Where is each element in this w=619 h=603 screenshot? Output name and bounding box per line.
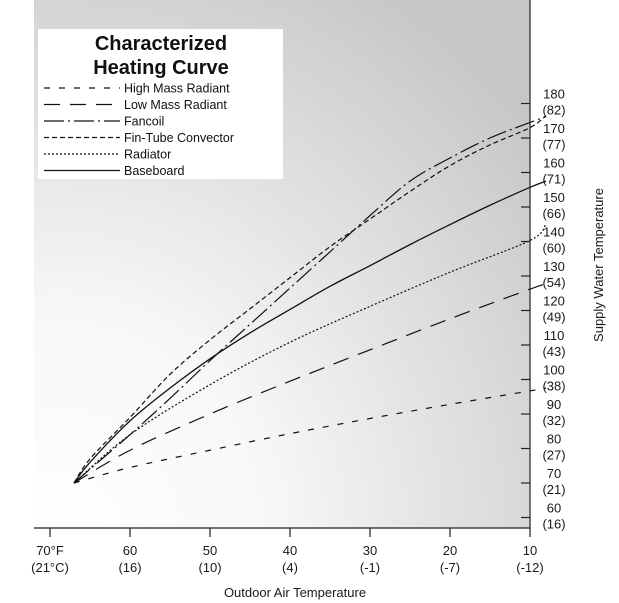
legend-label-baseboard: Baseboard [124,164,185,178]
x-tick-label-f: 60 [123,543,137,558]
y-tick-label-f: 170 [543,121,565,136]
x-tick-label-c: (21°C) [31,560,69,575]
y-tick-label-f: 140 [543,225,565,240]
y-tick-label-c: (38) [542,379,565,394]
y-tick-label-f: 160 [543,156,565,171]
y-tick-label-f: 80 [547,432,561,447]
y-tick-label-c: (82) [542,103,565,118]
legend-title-line-2: Heating Curve [93,57,229,79]
y-tick-label-f: 130 [543,259,565,274]
y-tick-label-c: (71) [542,172,565,187]
legend-label-low-mass-radiant: Low Mass Radiant [124,98,227,112]
x-axis-ticks: 70°F (21°C) 60 (16) 50 (10) 40 (4) 30 (-1) 20 (-7) 1… [31,528,544,575]
y-tick-label-f: 110 [544,328,565,343]
series-line-baseboard [73,180,547,484]
x-tick-label-f: 30 [363,543,377,558]
legend-label-radiator: Radiator [124,148,171,162]
y-tick-label-c: (54) [542,275,565,290]
series-line-fin-tube-convector [73,115,547,484]
series-lines [73,115,547,484]
x-tick-label-c: (-1) [360,560,380,575]
y-tick-label-f: 180 [543,87,565,102]
series-line-high-mass-radiant [73,387,547,484]
x-tick-label-c: (16) [118,560,141,575]
legend-label-high-mass-radiant: High Mass Radiant [124,82,230,96]
x-tick-label-c: (4) [282,560,298,575]
y-tick-label-f: 60 [547,501,561,516]
legend: Characterized Heating Curve High Mass Ra… [38,29,283,179]
x-tick-label-f: 10 [523,543,537,558]
x-axis-label: Outdoor Air Temperature [224,585,366,600]
series-line-fancoil [73,116,547,484]
y-tick-label-c: (49) [542,310,565,325]
y-axis-label: Supply Water Temperature [591,188,606,342]
x-tick-label-f: 20 [443,543,457,558]
y-tick-label-c: (66) [542,206,565,221]
y-axis-ticks: 60(16) 70(21) 80(27) 90(32) 100(38) 110(43) 12… [521,87,566,532]
legend-label-fancoil: Fancoil [124,115,164,129]
legend-title-line-1: Characterized [95,33,227,55]
y-tick-label-c: (16) [542,517,565,532]
x-tick-label-c: (10) [198,560,221,575]
y-tick-label-c: (77) [542,137,565,152]
y-tick-label-c: (27) [542,448,565,463]
y-tick-label-c: (21) [542,482,565,497]
y-tick-label-f: 100 [543,363,565,378]
y-tick-label-f: 90 [547,397,561,412]
x-tick-label-f: 70°F [36,543,64,558]
y-tick-label-f: 70 [547,466,561,481]
legend-label-fin-tube-convector: Fin-Tube Convector [124,131,234,145]
y-tick-label-f: 150 [543,190,565,205]
y-tick-label-c: (60) [542,241,565,256]
x-tick-label-c: (-12) [516,560,543,575]
x-tick-label-f: 50 [203,543,217,558]
y-tick-label-c: (32) [542,413,565,428]
y-tick-label-f: 120 [543,294,565,309]
legend-items: High Mass Radiant Low Mass Radiant Fancoil… [44,82,234,178]
series-line-low-mass-radiant [73,283,547,484]
y-tick-label-c: (43) [542,344,565,359]
x-tick-label-f: 40 [283,543,297,558]
x-tick-label-c: (-7) [440,560,460,575]
